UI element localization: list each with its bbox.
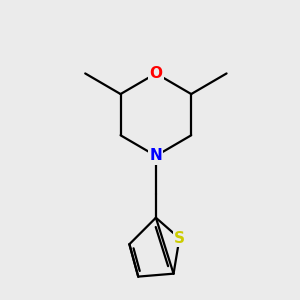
Text: O: O (149, 66, 162, 81)
Text: N: N (149, 148, 162, 164)
Text: S: S (174, 231, 185, 246)
